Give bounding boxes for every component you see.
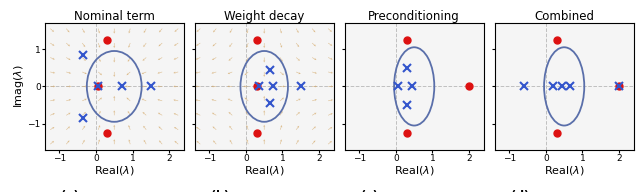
Title: Nominal term: Nominal term	[74, 10, 155, 23]
Text: (a): (a)	[61, 190, 79, 192]
Text: (c): (c)	[362, 190, 378, 192]
Y-axis label: Imag($\lambda$): Imag($\lambda$)	[12, 64, 26, 108]
Text: (b): (b)	[211, 190, 229, 192]
Text: (d): (d)	[511, 190, 529, 192]
X-axis label: Real($\lambda$): Real($\lambda$)	[244, 164, 285, 177]
Title: Preconditioning: Preconditioning	[368, 10, 460, 23]
Title: Weight decay: Weight decay	[224, 10, 305, 23]
X-axis label: Real($\lambda$): Real($\lambda$)	[94, 164, 134, 177]
Title: Combined: Combined	[534, 10, 594, 23]
X-axis label: Real($\lambda$): Real($\lambda$)	[394, 164, 435, 177]
X-axis label: Real($\lambda$): Real($\lambda$)	[544, 164, 584, 177]
